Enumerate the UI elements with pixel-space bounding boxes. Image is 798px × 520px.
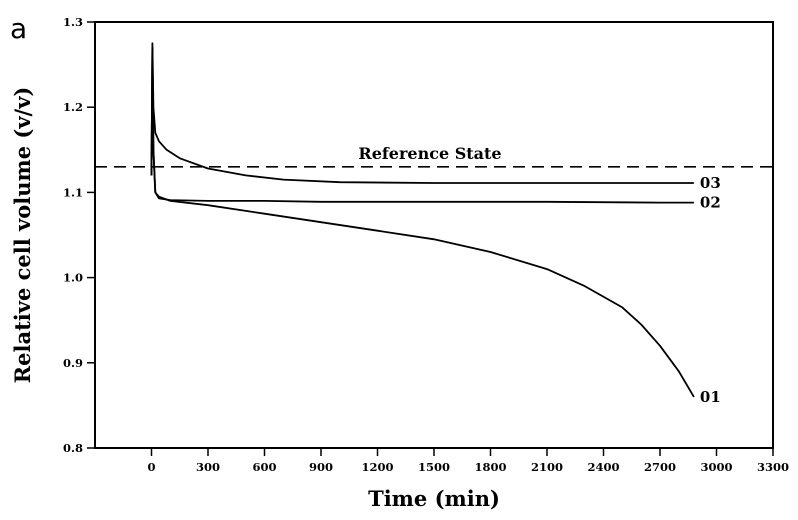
label-group: 01 02 03	[700, 174, 721, 406]
x-tick-label: 2400	[587, 460, 619, 474]
series-label-01: 01	[700, 388, 721, 406]
x-tick-label: 0	[147, 460, 155, 474]
y-tick-label: 0.9	[63, 356, 83, 370]
x-axis-title: Time (min)	[368, 486, 500, 511]
panel-letter: a	[10, 12, 27, 45]
x-tick-label: 600	[252, 460, 276, 474]
y-tick-label: 0.8	[63, 441, 83, 455]
x-tick-label: 1800	[474, 460, 506, 474]
y-tick-label: 1.0	[63, 271, 83, 285]
series-line-01	[150, 46, 695, 398]
y-tick-label: 1.2	[63, 100, 83, 114]
x-tick-label: 2700	[644, 460, 676, 474]
x-tick-label: 900	[309, 460, 333, 474]
x-tick-label: 300	[196, 460, 220, 474]
reference-label: Reference State	[358, 144, 501, 163]
x-tick-label: 3000	[700, 460, 732, 474]
series-group	[150, 42, 695, 398]
x-tick-label: 1200	[361, 460, 393, 474]
series-line-03	[150, 42, 694, 184]
series-label-02: 02	[700, 194, 721, 212]
plot-frame	[94, 21, 774, 449]
y-tick-label: 1.1	[63, 185, 83, 199]
x-tick-label: 1500	[418, 460, 450, 474]
x-tick-label: 3300	[757, 460, 789, 474]
axes: 0 300 600 900 1200 1500 1800 2100 2400 2700 3000 33…	[10, 15, 789, 511]
y-tick-label: 1.3	[63, 15, 83, 29]
reference-line-group: Reference State	[95, 144, 773, 168]
x-tick-label: 2100	[531, 460, 563, 474]
y-axis-title: Relative cell volume (v/v)	[10, 87, 35, 384]
series-label-03: 03	[700, 174, 721, 192]
series-line-02	[150, 46, 694, 204]
